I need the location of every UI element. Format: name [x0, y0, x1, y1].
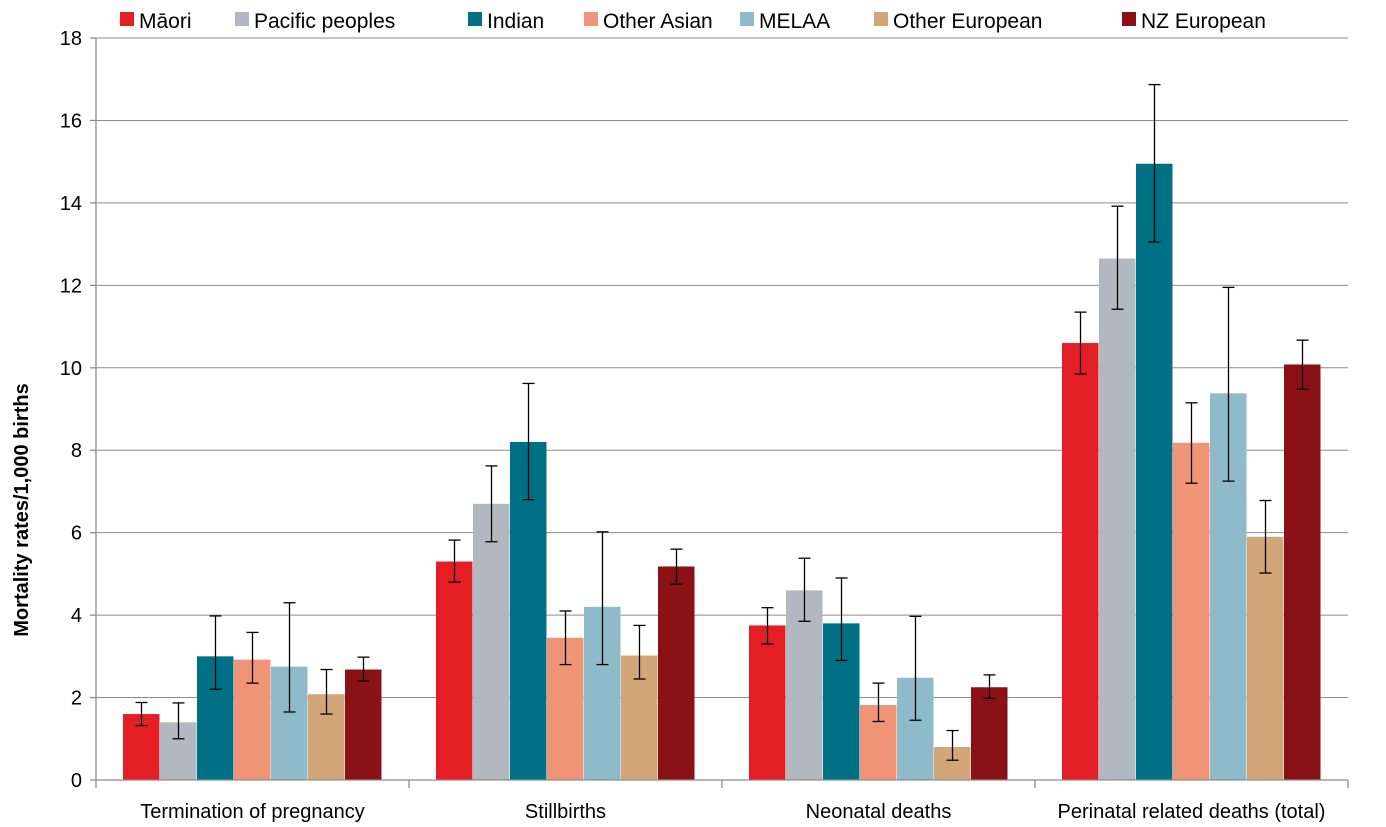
bar [1062, 343, 1099, 780]
legend-swatch [468, 12, 482, 26]
x-category-label: Termination of pregnancy [140, 801, 365, 823]
legend-label: Indian [487, 10, 544, 33]
y-tick-label: 0 [71, 770, 82, 792]
y-tick-label: 14 [60, 193, 82, 215]
legend-label: MELAA [759, 10, 830, 33]
y-tick-label: 16 [60, 110, 82, 132]
legend-label: Māori [139, 10, 192, 33]
y-tick-label: 2 [71, 688, 82, 710]
legend-label: Pacific peoples [254, 10, 395, 33]
bar [971, 687, 1008, 780]
x-category-label: Perinatal related deaths (total) [1058, 801, 1326, 823]
y-tick-label: 12 [60, 275, 82, 297]
legend-entry: Māori [120, 10, 192, 33]
legend-entry: NZ European [1122, 10, 1266, 33]
bar [1284, 364, 1321, 780]
y-tick-label: 4 [71, 605, 82, 627]
x-category-label: Neonatal deaths [806, 801, 952, 823]
legend-swatch [874, 12, 888, 26]
bar [1173, 443, 1210, 780]
x-category-labels: Termination of pregnancy Stillbirths Neona… [140, 801, 1325, 823]
y-tick-label: 6 [71, 523, 82, 545]
legend-entry: Other Asian [584, 10, 713, 33]
bar [1136, 164, 1173, 780]
legend-swatch [584, 12, 598, 26]
bar [436, 562, 473, 780]
bar [1099, 259, 1136, 780]
legend-entry: Other European [874, 10, 1042, 33]
x-category-label: Stillbirths [525, 801, 606, 823]
y-tick-label: 8 [71, 440, 82, 462]
bar [473, 504, 510, 780]
y-tick-labels: 0 2 4 6 8 10 12 14 16 18 [60, 28, 82, 792]
legend-swatch [120, 12, 134, 26]
legend-entry: Pacific peoples [235, 10, 395, 33]
legend-entry: Indian [468, 10, 544, 33]
legend-label: Other European [893, 10, 1042, 33]
legend-swatch [1122, 12, 1136, 26]
bar [749, 625, 786, 780]
legend-label: NZ European [1141, 10, 1266, 33]
bars [123, 164, 1321, 780]
legend-label: Other Asian [603, 10, 713, 33]
y-tick-label: 18 [60, 28, 82, 50]
legend: Māori Pacific peoples Indian Other Asian MEL… [120, 10, 1266, 33]
bar [658, 566, 695, 780]
legend-swatch [740, 12, 754, 26]
y-axis-label: Mortality rates/1,000 births [11, 383, 33, 636]
legend-swatch [235, 12, 249, 26]
bar [345, 670, 382, 780]
y-tick-label: 10 [60, 358, 82, 380]
legend-entry: MELAA [740, 10, 830, 33]
